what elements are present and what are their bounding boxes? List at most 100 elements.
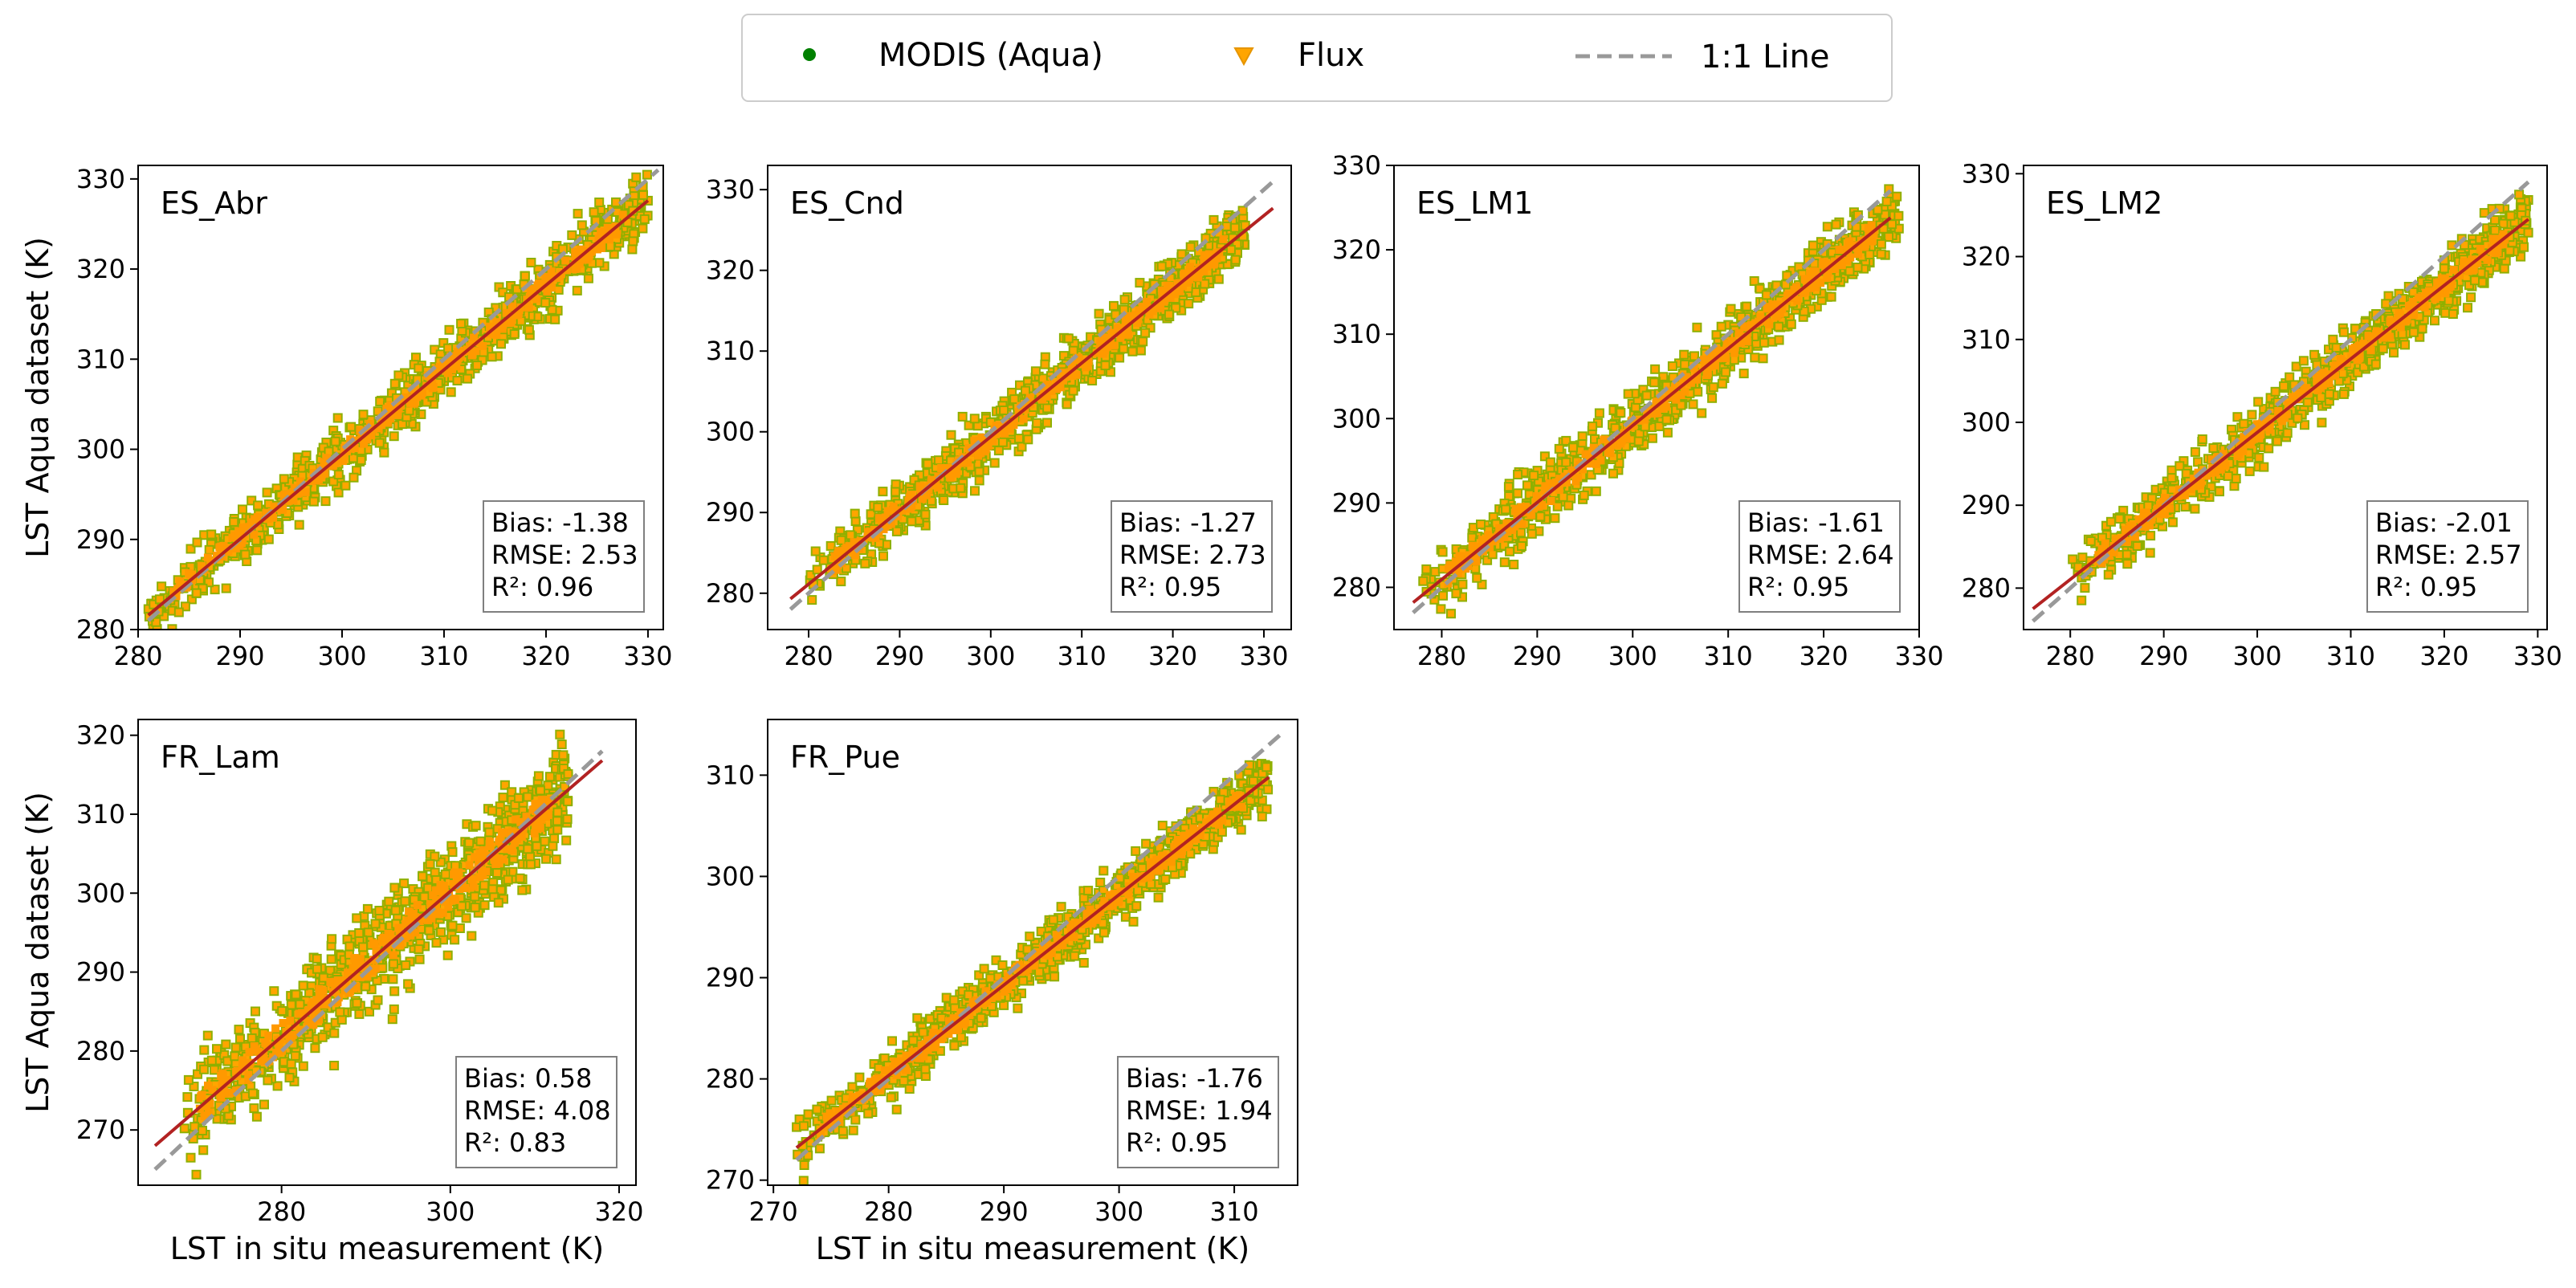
- data-point: [2309, 349, 2320, 360]
- data-point: [2280, 414, 2289, 422]
- data-point: [1711, 361, 1719, 370]
- data-point: [1822, 222, 1832, 232]
- data-point: [1730, 343, 1739, 352]
- x-tick-label: 280: [784, 641, 833, 671]
- data-point: [548, 283, 556, 292]
- data-point: [1707, 393, 1718, 403]
- data-point: [810, 546, 821, 556]
- data-point: [1722, 354, 1730, 362]
- panel-es-lm1: 280 290 300 310 320 330280290300310320330ES_L…: [1332, 150, 1944, 671]
- data-point: [2313, 386, 2322, 394]
- data-point: [1200, 279, 1210, 289]
- data-point: [2383, 291, 2394, 301]
- data-point: [1087, 376, 1098, 385]
- data-point: [246, 522, 255, 531]
- data-point: [1115, 324, 1123, 332]
- data-point: [1641, 415, 1649, 424]
- data-point: [989, 458, 1000, 468]
- data-point: [1844, 266, 1855, 276]
- data-point: [1812, 267, 1820, 276]
- data-point: [2420, 303, 2429, 312]
- y-tick-label: 310: [1332, 319, 1381, 349]
- stats-line: R²: 0.96: [491, 572, 593, 602]
- data-point: [850, 538, 858, 547]
- data-point: [812, 565, 822, 575]
- data-point: [573, 209, 583, 219]
- data-point: [2479, 208, 2489, 218]
- data-point: [1110, 341, 1119, 350]
- data-point: [2077, 552, 2088, 563]
- data-point: [1230, 222, 1240, 233]
- data-point: [1561, 435, 1571, 446]
- data-point: [1099, 349, 1108, 358]
- data-point: [2077, 595, 2087, 605]
- x-tick-label: 320: [1800, 641, 1848, 671]
- data-point: [471, 347, 480, 356]
- data-point: [2208, 443, 2219, 453]
- data-point: [1755, 283, 1765, 294]
- data-point: [1115, 353, 1125, 363]
- x-tick-label: 310: [1704, 641, 1753, 671]
- data-point: [2359, 340, 2368, 348]
- data-point: [919, 495, 927, 503]
- data-point: [1689, 351, 1699, 361]
- data-point: [2114, 514, 2125, 524]
- data-point: [850, 508, 860, 519]
- y-tick-label: 320: [1962, 242, 2011, 272]
- data-point: [1747, 323, 1755, 332]
- x-tick-label: 290: [215, 641, 264, 671]
- data-point: [2181, 468, 2191, 479]
- data-point: [571, 247, 580, 256]
- data-point: [1169, 287, 1178, 296]
- data-point: [422, 397, 432, 407]
- data-point: [1703, 369, 1712, 377]
- data-point: [2270, 386, 2280, 397]
- y-axis-label: LST Aqua dataset (K): [20, 237, 55, 558]
- data-point: [1062, 399, 1072, 410]
- data-point: [212, 552, 221, 560]
- data-point: [1608, 468, 1618, 479]
- data-point: [250, 530, 259, 539]
- data-point: [370, 919, 381, 929]
- data-point: [1176, 287, 1184, 296]
- data-point: [346, 422, 357, 432]
- data-point: [1437, 547, 1448, 557]
- data-point: [596, 244, 605, 252]
- data-point: [1552, 501, 1563, 512]
- data-point: [2272, 436, 2282, 446]
- data-point: [507, 313, 516, 322]
- data-point: [1826, 291, 1836, 302]
- data-point: [2297, 390, 2305, 399]
- data-point: [443, 343, 454, 353]
- regression-line: [147, 199, 650, 617]
- data-point: [2166, 504, 2174, 513]
- data-point: [1892, 191, 1902, 202]
- data-point: [1068, 345, 1078, 356]
- data-point: [609, 229, 618, 238]
- data-point: [2373, 332, 2382, 340]
- data-point: [1657, 404, 1666, 413]
- y-tick-label: 320: [76, 254, 125, 284]
- legend-triangle-icon: [1233, 47, 1254, 67]
- data-point: [2068, 554, 2078, 565]
- data-point: [1474, 542, 1483, 551]
- data-point: [1513, 511, 1522, 520]
- data-point: [549, 834, 560, 843]
- stats-box: [483, 500, 645, 613]
- y-tick-label: 290: [76, 524, 125, 555]
- data-point: [1759, 337, 1769, 348]
- data-point: [1452, 568, 1461, 577]
- data-point: [1107, 328, 1116, 337]
- data-point: [2239, 446, 2248, 455]
- data-point: [1472, 573, 1482, 583]
- data-point: [2367, 332, 2376, 341]
- y-tick-label: 330: [1962, 158, 2011, 189]
- data-point: [192, 537, 202, 548]
- data-point: [238, 504, 247, 515]
- data-point: [310, 1043, 320, 1054]
- data-point: [1876, 249, 1886, 259]
- data-point: [1040, 385, 1049, 393]
- data-point: [279, 474, 289, 484]
- data-point: [301, 487, 310, 496]
- data-point: [2370, 359, 2381, 369]
